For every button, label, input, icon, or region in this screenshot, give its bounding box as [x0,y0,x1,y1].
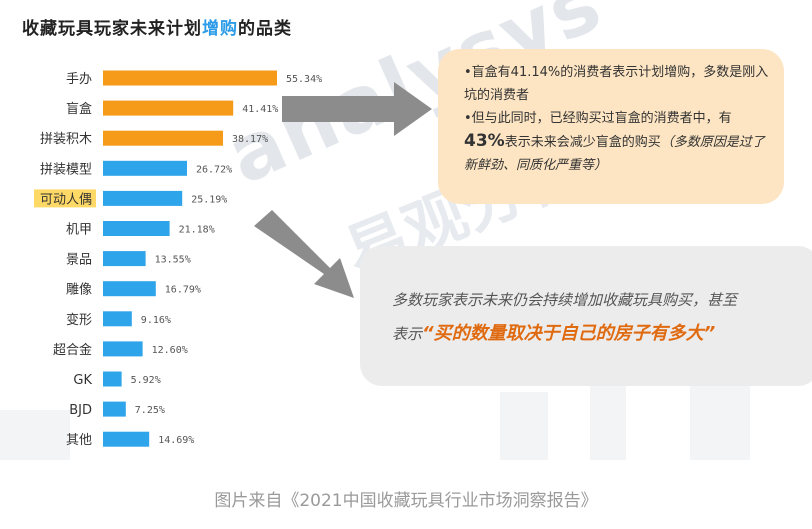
bar [103,190,183,206]
bar [103,371,122,387]
value-label: 16.79% [165,285,201,296]
bar [103,221,170,236]
value-label: 21.18% [179,225,215,236]
value-label: 41.41% [242,104,278,115]
category-label: 机甲 [66,223,92,238]
value-label: 26.72% [196,164,232,175]
callout1-bullet2: •但与此同时，已经购买过盲盒的消费者中，有 43%表示未来会减少盲盒的购买（多数原… [464,107,770,177]
callout2-line1: 多数玩家表示未来仍会持续增加收藏玩具购买，甚至 [392,291,738,309]
callout1-bullet1: •盲盒有41.14%的消费者表示计划增购，多数是刚入坑的消费者 [464,65,769,103]
background-building [590,378,626,460]
value-label: 25.19% [191,194,227,205]
callout-blind-box: •盲盒有41.14%的消费者表示计划增购，多数是刚入坑的消费者 •但与此同时，已… [438,49,784,204]
bar-chart: 手办 55.34% 盲盒 41.41% 拼装积木 38.17% 拼装模型 26.72% 可动人偶… [34,70,432,448]
callout1-bullet2-c: （多数原因是过了新鲜劲、同质化严重等） [464,135,765,173]
category-label: GK [73,373,92,388]
category-label: 变形 [66,312,92,328]
callout1-big-percent: 43% [464,131,505,151]
value-label: 38.17% [232,134,268,145]
value-label: 55.34% [286,74,322,85]
bar [103,341,143,357]
background-building [0,410,70,460]
chart-title: 收藏玩具玩家未来计划增购的品类 [22,14,292,39]
bar [103,401,126,417]
bar [103,431,150,447]
bar [103,311,132,327]
category-label-highlight [34,189,96,208]
value-label: 5.92% [131,375,161,386]
bar [103,160,188,176]
value-label: 12.60% [152,345,188,356]
callout-player-quote: 多数玩家表示未来仍会持续增加收藏玩具购买，甚至 表示“买的数量取决于自己的房子有… [360,246,812,386]
callout2-line2: 表示“买的数量取决于自己的房子有多大” [392,322,810,346]
callout1-bullet2-b: 表示未来会减少盲盒的购买 [504,135,661,150]
category-label: 雕像 [66,283,92,298]
category-label: 可动人偶 [40,192,92,207]
title-highlight: 增购 [202,19,238,39]
callout2-quote: “买的数量取决于自己的房子有多大” [422,323,716,344]
category-label: 拼装积木 [40,132,92,147]
category-label: 其他 [66,433,92,448]
arrows-layer [254,82,432,298]
bar [103,130,224,146]
title-prefix: 收藏玩具玩家未来计划 [22,19,202,39]
title-suffix: 的品类 [238,19,292,39]
bars-group: 手办 55.34% 盲盒 41.41% 拼装积木 38.17% 拼装模型 26.72% 可动人偶… [34,70,322,448]
category-label: 拼装模型 [40,162,92,177]
category-label: 手办 [66,72,92,87]
category-label: 景品 [66,253,92,268]
callout2-line2-prefix: 表示 [392,325,423,343]
value-label: 9.16% [141,315,171,326]
right-arrow-icon [282,82,432,136]
value-label: 7.25% [135,405,165,416]
diagonal-arrow-icon [254,210,354,298]
value-label: 13.55% [155,255,191,266]
bar [103,281,156,297]
value-label: 14.69% [158,435,194,446]
bar [103,251,146,267]
bar [103,100,234,116]
background-building [690,386,750,460]
category-label: 超合金 [53,342,92,358]
figure-canvas: analysys 易观分析 收藏玩具玩家未来计划增购的品类 •盲盒有41.14%… [0,0,812,460]
background-building [500,392,548,460]
callout1-bullet2-a: •但与此同时，已经购买过盲盒的消费者中，有 [464,111,732,126]
image-caption: 图片来自《2021中国收藏玩具行业市场洞察报告》 [214,491,598,511]
category-label: 盲盒 [66,101,92,117]
bar [103,70,277,86]
category-label: BJD [69,403,92,418]
